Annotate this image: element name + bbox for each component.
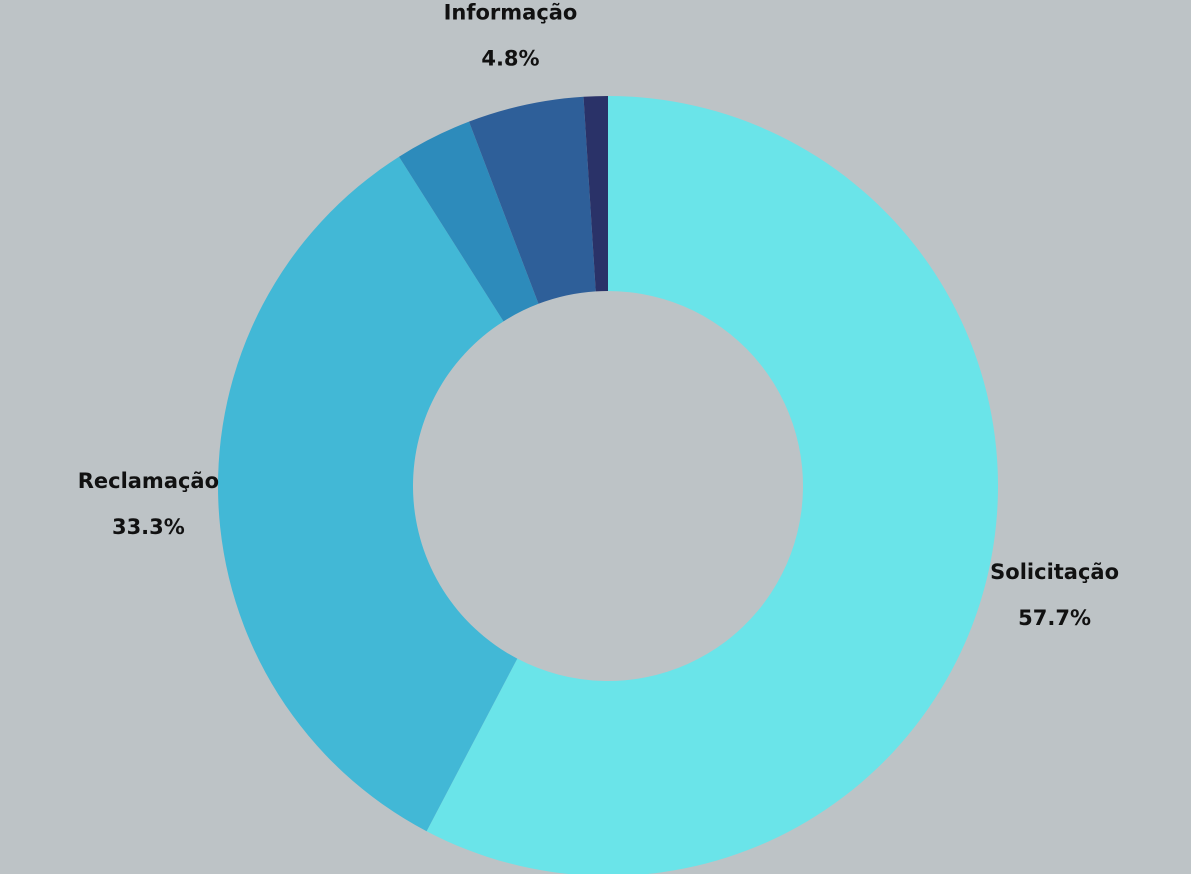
- slice-label: Informação: [444, 0, 578, 24]
- slice: [399, 121, 539, 322]
- slice-label: Reclamação: [78, 469, 219, 493]
- slice-label: Solicitação: [990, 560, 1119, 584]
- slice: [426, 96, 998, 874]
- slice: [468, 96, 596, 304]
- slice: [218, 156, 518, 832]
- slice-value: 57.7%: [1018, 606, 1091, 630]
- slice-value: 33.3%: [112, 515, 185, 539]
- slice-value: 4.8%: [481, 46, 539, 70]
- slice: [583, 96, 608, 292]
